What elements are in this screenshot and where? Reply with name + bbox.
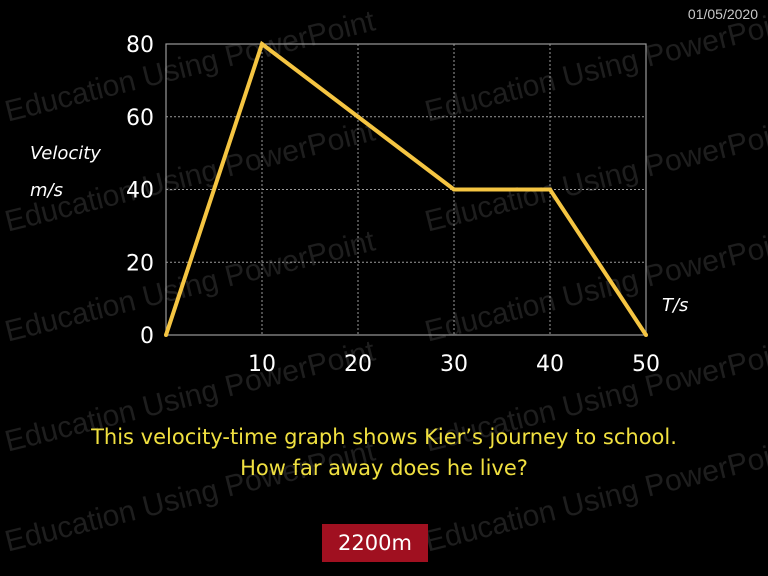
y-tick-label: 0 <box>140 324 154 349</box>
slide-date: 01/05/2020 <box>687 6 758 22</box>
series-line <box>164 40 648 337</box>
x-tick-label: 30 <box>440 352 468 377</box>
velocity-time-chart: 0 20 40 60 80 10 20 30 40 50 Velocity m/s T/s <box>30 33 688 377</box>
data-point <box>164 333 168 337</box>
question-line-1: This velocity-time graph shows Kier’s jo… <box>91 425 677 449</box>
data-point <box>548 187 552 192</box>
answer-badge[interactable]: 2200m <box>322 524 428 562</box>
question-text: This velocity-time graph shows Kier’s jo… <box>0 422 768 484</box>
x-axis-label: T/s <box>662 295 688 316</box>
y-axis-label-line1: Velocity <box>30 143 101 164</box>
x-axis-ticks: 10 20 30 40 50 <box>248 352 660 377</box>
x-tick-label: 10 <box>248 352 276 377</box>
data-point <box>452 187 456 192</box>
chart-series <box>164 40 648 337</box>
question-line-2: How far away does he live? <box>240 456 528 480</box>
x-tick-label: 50 <box>632 352 660 377</box>
chart-grid <box>165 43 647 336</box>
y-tick-label: 20 <box>126 251 154 276</box>
x-tick-label: 20 <box>344 352 372 377</box>
y-tick-label: 80 <box>126 33 154 58</box>
data-point <box>644 333 648 337</box>
y-tick-label: 60 <box>126 106 154 131</box>
x-tick-label: 40 <box>536 352 564 377</box>
y-axis-ticks: 0 20 40 60 80 <box>126 33 154 349</box>
y-tick-label: 40 <box>126 179 154 204</box>
data-point <box>356 114 360 119</box>
data-point <box>260 42 264 46</box>
y-axis-label-line2: m/s <box>30 180 63 201</box>
